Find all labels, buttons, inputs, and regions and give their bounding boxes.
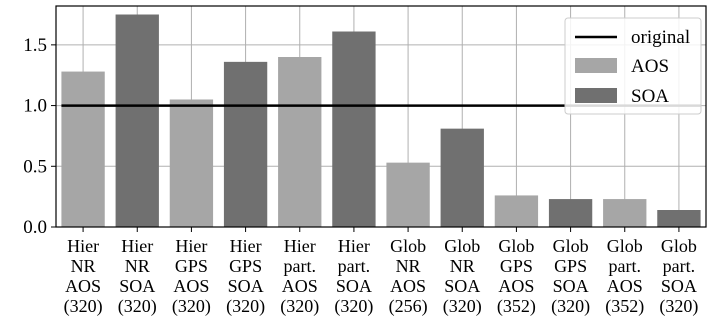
x-tick-label: Hier NR SOA (320) [118, 236, 157, 317]
x-tick-label: Glob NR AOS (256) [389, 236, 428, 317]
bars-layer [61, 14, 701, 227]
y-axis-ticks: 0.0 0.5 1.0 1.5 [23, 35, 56, 238]
y-tick-label: 0.0 [23, 217, 47, 238]
legend-swatch-aos [575, 58, 617, 73]
legend: original AOS SOA [564, 17, 702, 115]
x-tick-label: Hier NR AOS (320) [64, 236, 103, 317]
x-tick-label: Glob NR SOA (320) [443, 236, 482, 317]
x-axis-ticks: Hier NR AOS (320) Hier NR SOA (320) Hier GPS AOS (3… [64, 227, 698, 317]
x-tick-label: Glob GPS SOA (320) [551, 236, 590, 317]
legend-label-original: original [631, 27, 690, 48]
bar [332, 31, 376, 227]
legend-label-aos: AOS [631, 56, 669, 77]
bar [603, 199, 647, 227]
bar [548, 199, 593, 227]
x-tick-label: Hier GPS SOA (320) [226, 236, 265, 317]
x-tick-label: Hier GPS AOS (320) [172, 236, 211, 317]
x-tick-label: Hier part. SOA (320) [334, 236, 373, 317]
x-tick-label: Glob GPS AOS (352) [497, 236, 536, 317]
x-tick-label: Hier part. AOS (320) [280, 236, 319, 317]
bar [657, 210, 701, 227]
bar [169, 99, 214, 227]
bar [223, 61, 268, 227]
bar [115, 14, 159, 227]
bar [61, 71, 105, 227]
y-tick-label: 1.0 [23, 96, 47, 117]
y-tick-label: 0.5 [23, 156, 47, 177]
bar [278, 57, 322, 227]
x-tick-label: Glob part. SOA (320) [659, 236, 698, 317]
plot-frame [55, 5, 707, 228]
bar [386, 162, 430, 227]
bar [494, 195, 539, 227]
x-tick-label: Glob part. AOS (352) [605, 236, 644, 317]
y-tick-label: 1.5 [23, 35, 47, 56]
legend-swatch-soa [575, 88, 617, 103]
legend-label-soa: SOA [631, 86, 669, 107]
bar [440, 128, 484, 227]
